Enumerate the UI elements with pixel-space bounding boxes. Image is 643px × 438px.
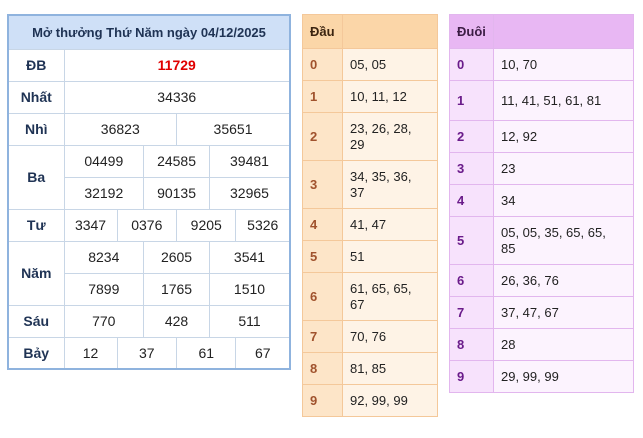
dau-key: 0 xyxy=(302,48,343,81)
duoi-value: 05, 05, 35, 65, 65, 85 xyxy=(493,216,634,265)
prize-tu-value: 5326 xyxy=(235,208,291,242)
prize-ba-value: 90135 xyxy=(143,176,210,210)
prize-ba-value: 24585 xyxy=(143,144,210,178)
dau-key: 8 xyxy=(302,352,343,385)
duoi-value: 28 xyxy=(493,328,634,361)
prize-bay-value: 67 xyxy=(235,336,291,370)
dau-value: 10, 11, 12 xyxy=(342,80,438,113)
prize-nhat-value: 34336 xyxy=(63,80,291,114)
dau-key: 6 xyxy=(302,272,343,321)
dau-key: 1 xyxy=(302,80,343,113)
prize-nam-value: 1765 xyxy=(143,272,210,306)
duoi-header-spacer xyxy=(493,14,634,49)
prize-label-ba: Ba xyxy=(7,144,65,210)
dau-value: 34, 35, 36, 37 xyxy=(342,160,438,209)
prize-sau-value: 428 xyxy=(143,304,210,338)
duoi-key: 1 xyxy=(449,80,494,121)
prize-nhi-value: 35651 xyxy=(176,112,291,146)
prize-label-nhat: Nhất xyxy=(7,80,65,114)
dau-key: 2 xyxy=(302,112,343,161)
prize-nam-value: 1510 xyxy=(208,272,291,306)
duoi-key: 4 xyxy=(449,184,494,217)
dau-value: 51 xyxy=(342,240,438,273)
dau-key: 7 xyxy=(302,320,343,353)
prize-nam-value: 3541 xyxy=(208,240,291,274)
duoi-value: 26, 36, 76 xyxy=(493,264,634,297)
prize-ba-value: 39481 xyxy=(208,144,291,178)
dau-key: 4 xyxy=(302,208,343,241)
prize-nam-value: 8234 xyxy=(63,240,145,274)
duoi-value: 23 xyxy=(493,152,634,185)
dau-key: 5 xyxy=(302,240,343,273)
duoi-header: Đuôi xyxy=(449,14,494,49)
dau-value: 23, 26, 28, 29 xyxy=(342,112,438,161)
duoi-value: 11, 41, 51, 61, 81 xyxy=(493,80,634,121)
prize-sau-value: 511 xyxy=(208,304,291,338)
duoi-key: 8 xyxy=(449,328,494,361)
prize-label-nhi: Nhì xyxy=(7,112,65,146)
dau-key: 3 xyxy=(302,160,343,209)
dau-value: 61, 65, 65, 67 xyxy=(342,272,438,321)
duoi-key: 5 xyxy=(449,216,494,265)
duoi-key: 3 xyxy=(449,152,494,185)
duoi-table: Đuôi 0 10, 70 1 11, 41, 51, 61, 81 2 12, 92… xyxy=(449,14,634,393)
duoi-value: 29, 99, 99 xyxy=(493,360,634,393)
prize-bay-value: 61 xyxy=(176,336,237,370)
prize-db-value: 11729 xyxy=(63,48,291,82)
prize-tu-value: 9205 xyxy=(176,208,237,242)
duoi-value: 34 xyxy=(493,184,634,217)
duoi-key: 7 xyxy=(449,296,494,329)
dau-value: 70, 76 xyxy=(342,320,438,353)
dau-key: 9 xyxy=(302,384,343,417)
prize-sau-value: 770 xyxy=(63,304,145,338)
prize-label-bay: Bảy xyxy=(7,336,65,370)
duoi-key: 9 xyxy=(449,360,494,393)
dau-header: Đầu xyxy=(302,14,343,49)
prize-bay-value: 37 xyxy=(116,336,178,370)
prize-label-tu: Tư xyxy=(7,208,65,242)
dau-value: 41, 47 xyxy=(342,208,438,241)
prize-tu-value: 0376 xyxy=(116,208,178,242)
prize-bay-value: 12 xyxy=(63,336,118,370)
duoi-value: 10, 70 xyxy=(493,48,634,81)
results-title: Mở thưởng Thứ Năm ngày 04/12/2025 xyxy=(7,14,291,50)
prize-nam-value: 2605 xyxy=(143,240,210,274)
dau-header-spacer xyxy=(342,14,438,49)
dau-value: 92, 99, 99 xyxy=(342,384,438,417)
prize-label-sau: Sáu xyxy=(7,304,65,338)
prize-label-db: ĐB xyxy=(7,48,65,82)
prize-label-nam: Năm xyxy=(7,240,65,306)
prize-ba-value: 32965 xyxy=(208,176,291,210)
duoi-key: 6 xyxy=(449,264,494,297)
prize-ba-value: 32192 xyxy=(63,176,145,210)
dau-value: 05, 05 xyxy=(342,48,438,81)
prize-tu-value: 3347 xyxy=(63,208,118,242)
prize-nam-value: 7899 xyxy=(63,272,145,306)
dau-table: Đầu 0 05, 05 1 10, 11, 12 2 23, 26, 28, 29 … xyxy=(302,14,438,417)
duoi-value: 12, 92 xyxy=(493,120,634,153)
duoi-key: 2 xyxy=(449,120,494,153)
duoi-value: 37, 47, 67 xyxy=(493,296,634,329)
lottery-results-table: Mở thưởng Thứ Năm ngày 04/12/2025 ĐB 117… xyxy=(7,14,291,370)
prize-nhi-value: 36823 xyxy=(63,112,178,146)
duoi-key: 0 xyxy=(449,48,494,81)
dau-value: 81, 85 xyxy=(342,352,438,385)
prize-ba-value: 04499 xyxy=(63,144,145,178)
